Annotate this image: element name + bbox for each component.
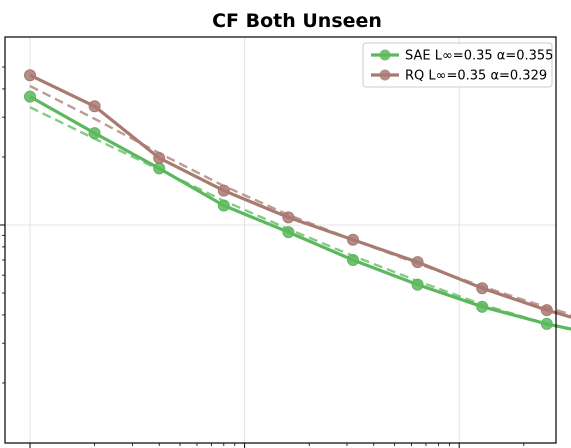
legend: SAE L∞=0.35 α=0.355 RQ L∞=0.35 α=0.329 [362,42,553,88]
plot-frame [4,36,557,444]
legend-swatch-marker [379,69,391,81]
series-1 [24,90,571,331]
series-line [29,95,571,331]
legend-item: SAE L∞=0.35 α=0.355 [371,49,553,64]
legend-swatch-marker [379,49,391,61]
data-point [88,127,101,140]
data-point [540,317,553,330]
data-point [217,199,230,212]
legend-label: RQ L∞=0.35 α=0.329 [405,69,547,84]
legend-item: RQ L∞=0.35 α=0.329 [371,69,547,84]
series-2 [24,69,571,319]
data-point [282,226,295,239]
data-point [217,184,230,197]
data-point [347,254,359,266]
data-point [282,211,295,224]
series-line [29,73,571,319]
data-point [24,90,36,103]
grid [5,37,556,443]
data-point [476,300,489,313]
chart-title: CF Both Unseen [212,10,382,32]
data-point [411,256,424,269]
data-point [88,100,101,113]
legend-box [362,42,553,88]
data-point [540,304,553,317]
data-point [347,233,359,246]
legend-label: SAE L∞=0.35 α=0.355 [405,49,553,64]
axis-ticks [0,66,525,448]
data-point [24,69,36,82]
data-point [411,278,424,291]
data-point [476,282,489,295]
data-point [153,162,166,175]
data-point [153,152,166,164]
series-layer [24,69,571,331]
series-fit-line [29,84,571,316]
